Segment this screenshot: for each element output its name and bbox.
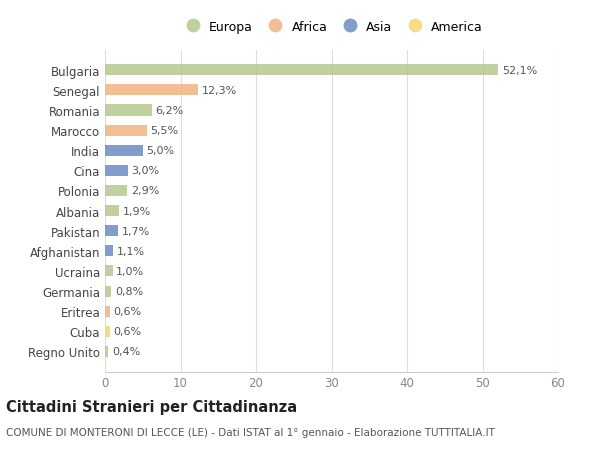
Bar (105, 306, 110, 317)
Text: 1,1%: 1,1% (117, 246, 145, 256)
Text: 5,5%: 5,5% (151, 126, 178, 136)
Bar (105, 146, 143, 157)
Bar (105, 105, 152, 116)
Bar (105, 346, 108, 357)
Text: Cittadini Stranieri per Cittadinanza: Cittadini Stranieri per Cittadinanza (6, 399, 297, 414)
Bar (105, 85, 198, 96)
Text: 6,2%: 6,2% (155, 106, 184, 116)
Bar (105, 65, 499, 76)
Text: 1,9%: 1,9% (123, 206, 151, 216)
Text: 1,7%: 1,7% (122, 226, 150, 236)
Bar (105, 326, 110, 337)
Text: 3,0%: 3,0% (131, 166, 160, 176)
Text: 12,3%: 12,3% (202, 86, 237, 95)
Text: 0,6%: 0,6% (113, 327, 142, 336)
Text: 2,9%: 2,9% (131, 186, 159, 196)
Text: 5,0%: 5,0% (146, 146, 175, 156)
Bar (105, 125, 146, 136)
Bar (105, 266, 113, 277)
Text: 52,1%: 52,1% (502, 66, 538, 76)
Bar (105, 226, 118, 237)
Text: 1,0%: 1,0% (116, 266, 145, 276)
Bar (105, 286, 111, 297)
Legend: Europa, Africa, Asia, America: Europa, Africa, Asia, America (178, 18, 485, 36)
Bar (105, 246, 113, 257)
Bar (105, 206, 119, 217)
Text: 0,4%: 0,4% (112, 347, 140, 357)
Text: COMUNE DI MONTERONI DI LECCE (LE) - Dati ISTAT al 1° gennaio - Elaborazione TUTT: COMUNE DI MONTERONI DI LECCE (LE) - Dati… (6, 427, 495, 437)
Text: 0,8%: 0,8% (115, 286, 143, 297)
Text: 0,6%: 0,6% (113, 307, 142, 317)
Bar (105, 165, 128, 177)
Bar (105, 185, 127, 196)
